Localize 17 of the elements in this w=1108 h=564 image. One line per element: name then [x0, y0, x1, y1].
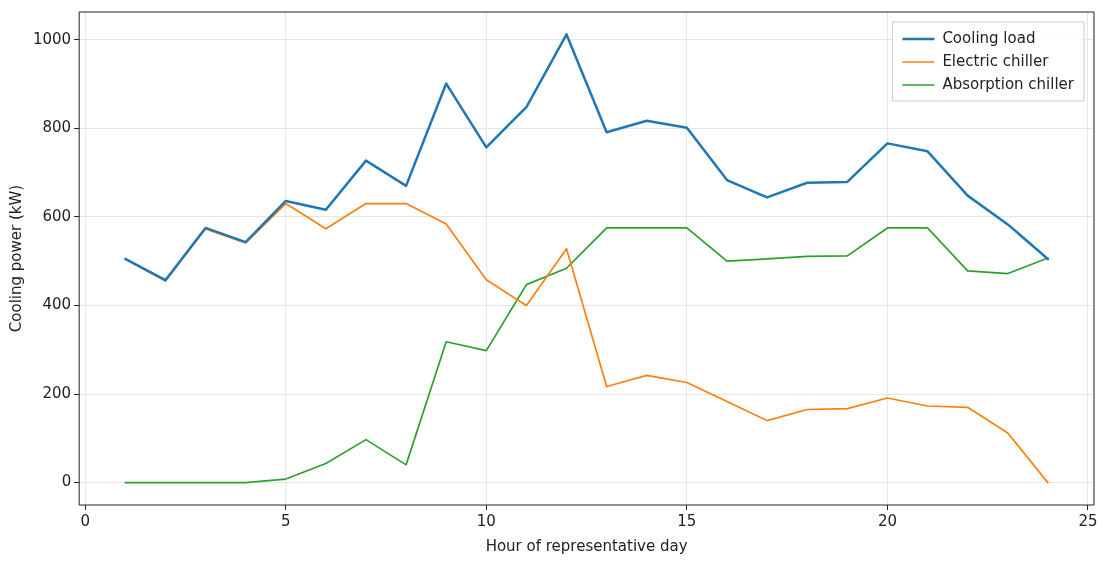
y-tick-label: 400	[42, 295, 72, 314]
x-tick-label: 0	[80, 511, 90, 530]
x-axis-title: Hour of representative day	[485, 536, 688, 555]
y-tick-label: 1000	[32, 29, 72, 48]
y-tick-label: 200	[42, 383, 72, 402]
legend-label: Absorption chiller	[942, 74, 1075, 93]
legend-label: Electric chiller	[942, 51, 1050, 70]
x-tick-label: 15	[677, 511, 697, 530]
y-axis-title: Cooling power (kW)	[6, 184, 25, 333]
x-tick-label: 25	[1078, 511, 1098, 530]
x-tick-label: 5	[280, 511, 291, 530]
legend-label: Cooling load	[942, 28, 1036, 47]
x-tick-label: 20	[877, 511, 897, 530]
x-tick-label: 10	[476, 511, 496, 530]
y-tick-label: 800	[42, 118, 72, 137]
y-tick-label: 600	[42, 206, 72, 225]
y-tick-label: 0	[61, 472, 72, 491]
